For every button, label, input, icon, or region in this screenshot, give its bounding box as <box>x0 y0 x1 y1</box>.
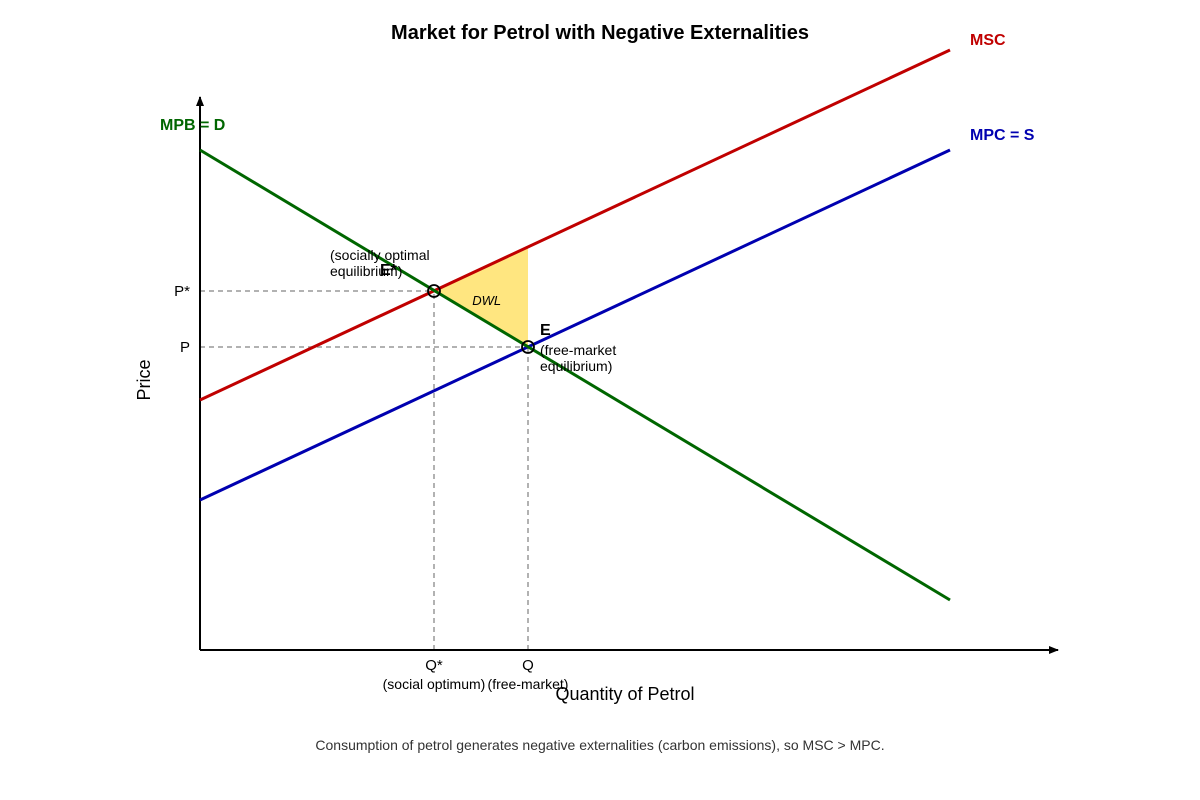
series-label-mpc: MPC = S <box>970 127 1035 144</box>
equilibrium-label: E <box>540 322 551 339</box>
series-line-mpb <box>199 148 951 602</box>
equilibrium-note: (free-market <box>540 342 616 358</box>
equilibrium-note: equilibrium) <box>540 358 612 374</box>
equilibrium-note: equilibrium) <box>330 263 402 279</box>
chart-footnote: Consumption of petrol generates negative… <box>315 737 885 753</box>
equilibrium-note: (socially optimal <box>330 247 430 263</box>
series-label-msc: MSC <box>970 32 1006 49</box>
y-tick-label: P <box>180 339 190 356</box>
x-tick-sublabel: (free-market) <box>488 676 569 692</box>
chart-title: Market for Petrol with Negative External… <box>391 22 809 44</box>
x-tick-sublabel: (social optimum) <box>383 676 486 692</box>
y-axis-label: Price <box>134 359 154 400</box>
equilibrium-point <box>427 284 441 298</box>
x-axis-label: Quantity of Petrol <box>555 684 694 704</box>
x-tick-label: Q* <box>425 657 443 674</box>
y-tick-label: P* <box>174 283 190 300</box>
dwl-area <box>434 247 528 347</box>
equilibrium-label: E* <box>380 262 398 279</box>
dwl-label: DWL <box>472 293 501 308</box>
x-tick-label: Q <box>522 657 534 674</box>
series-line-mpc <box>199 148 951 502</box>
series-label-mpb: MPB = D <box>160 117 225 134</box>
equilibrium-point <box>521 340 535 354</box>
series-line-msc <box>199 48 951 402</box>
